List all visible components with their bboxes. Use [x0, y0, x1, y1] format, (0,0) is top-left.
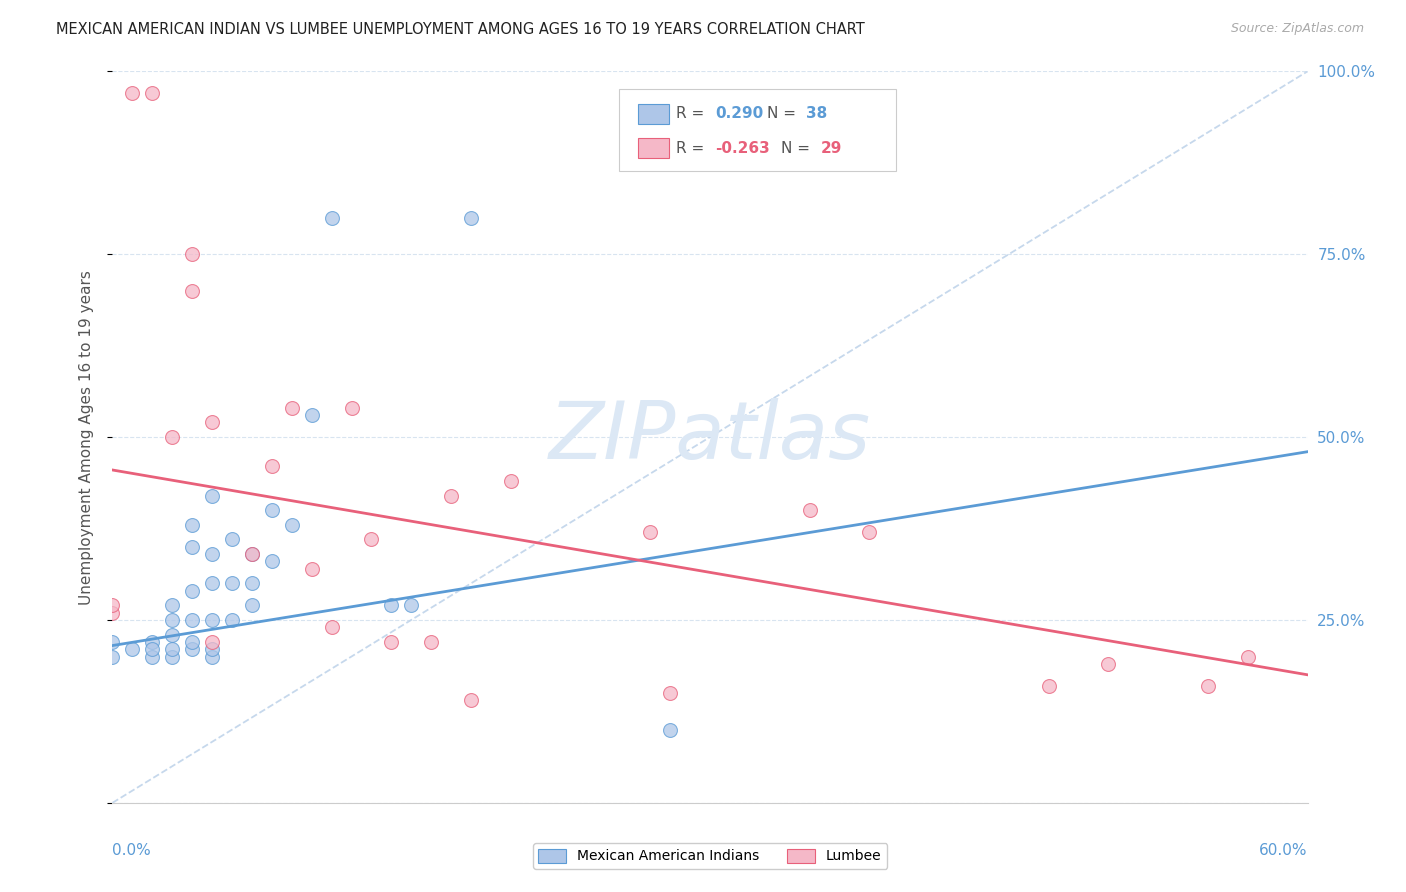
Text: 60.0%: 60.0% — [1260, 843, 1308, 858]
Point — [499, 474, 522, 488]
Text: 29: 29 — [821, 141, 842, 156]
Point — [201, 489, 224, 503]
Point — [221, 576, 243, 591]
Point — [162, 599, 183, 613]
Point — [858, 525, 880, 540]
Text: 0.290: 0.290 — [716, 106, 763, 121]
Point — [799, 503, 821, 517]
Point — [360, 533, 382, 547]
Point — [281, 401, 304, 415]
Point — [162, 642, 183, 657]
Point — [240, 547, 263, 561]
Point — [221, 613, 243, 627]
Point — [101, 635, 124, 649]
Point — [260, 554, 283, 568]
Point — [638, 525, 662, 540]
Point — [301, 408, 323, 422]
Point — [162, 430, 183, 444]
Text: R =: R = — [676, 141, 709, 156]
Text: Source: ZipAtlas.com: Source: ZipAtlas.com — [1230, 22, 1364, 36]
Point — [141, 635, 163, 649]
Point — [340, 401, 363, 415]
Point — [260, 503, 283, 517]
Point — [162, 649, 183, 664]
Text: R =: R = — [676, 106, 709, 121]
Point — [1038, 679, 1060, 693]
Point — [440, 489, 463, 503]
Point — [659, 686, 682, 700]
Text: N =: N = — [768, 106, 801, 121]
Point — [181, 642, 204, 657]
Point — [301, 562, 323, 576]
Point — [181, 247, 204, 261]
Point — [380, 599, 402, 613]
Point — [659, 723, 682, 737]
Point — [401, 599, 423, 613]
Point — [460, 693, 482, 707]
Text: MEXICAN AMERICAN INDIAN VS LUMBEE UNEMPLOYMENT AMONG AGES 16 TO 19 YEARS CORRELA: MEXICAN AMERICAN INDIAN VS LUMBEE UNEMPL… — [56, 22, 865, 37]
Point — [1197, 679, 1219, 693]
Point — [260, 459, 283, 474]
Point — [321, 211, 343, 225]
Point — [101, 599, 124, 613]
Point — [101, 649, 124, 664]
Point — [240, 599, 263, 613]
Point — [141, 642, 163, 657]
Y-axis label: Unemployment Among Ages 16 to 19 years: Unemployment Among Ages 16 to 19 years — [79, 269, 94, 605]
Point — [201, 613, 224, 627]
Point — [321, 620, 343, 634]
Point — [141, 649, 163, 664]
Point — [201, 416, 224, 430]
Point — [380, 635, 402, 649]
Point — [201, 649, 224, 664]
Point — [101, 606, 124, 620]
Point — [121, 87, 143, 101]
Point — [201, 547, 224, 561]
Point — [181, 517, 204, 532]
Point — [121, 642, 143, 657]
Text: 38: 38 — [807, 106, 828, 121]
Point — [420, 635, 443, 649]
Point — [240, 576, 263, 591]
Point — [1237, 649, 1260, 664]
Text: ZIPatlas: ZIPatlas — [548, 398, 872, 476]
Point — [240, 547, 263, 561]
Point — [181, 540, 204, 554]
Point — [181, 635, 204, 649]
Point — [181, 284, 204, 298]
Point — [181, 583, 204, 598]
Point — [162, 627, 183, 641]
Legend: Mexican American Indians, Lumbee: Mexican American Indians, Lumbee — [533, 843, 887, 869]
Point — [162, 613, 183, 627]
Point — [460, 211, 482, 225]
Point — [201, 576, 224, 591]
Point — [1097, 657, 1119, 671]
Text: -0.263: -0.263 — [716, 141, 769, 156]
Text: N =: N = — [782, 141, 815, 156]
Text: 0.0%: 0.0% — [112, 843, 152, 858]
Point — [141, 87, 163, 101]
Point — [221, 533, 243, 547]
Point — [281, 517, 304, 532]
Point — [201, 635, 224, 649]
Point — [181, 613, 204, 627]
Point — [201, 642, 224, 657]
